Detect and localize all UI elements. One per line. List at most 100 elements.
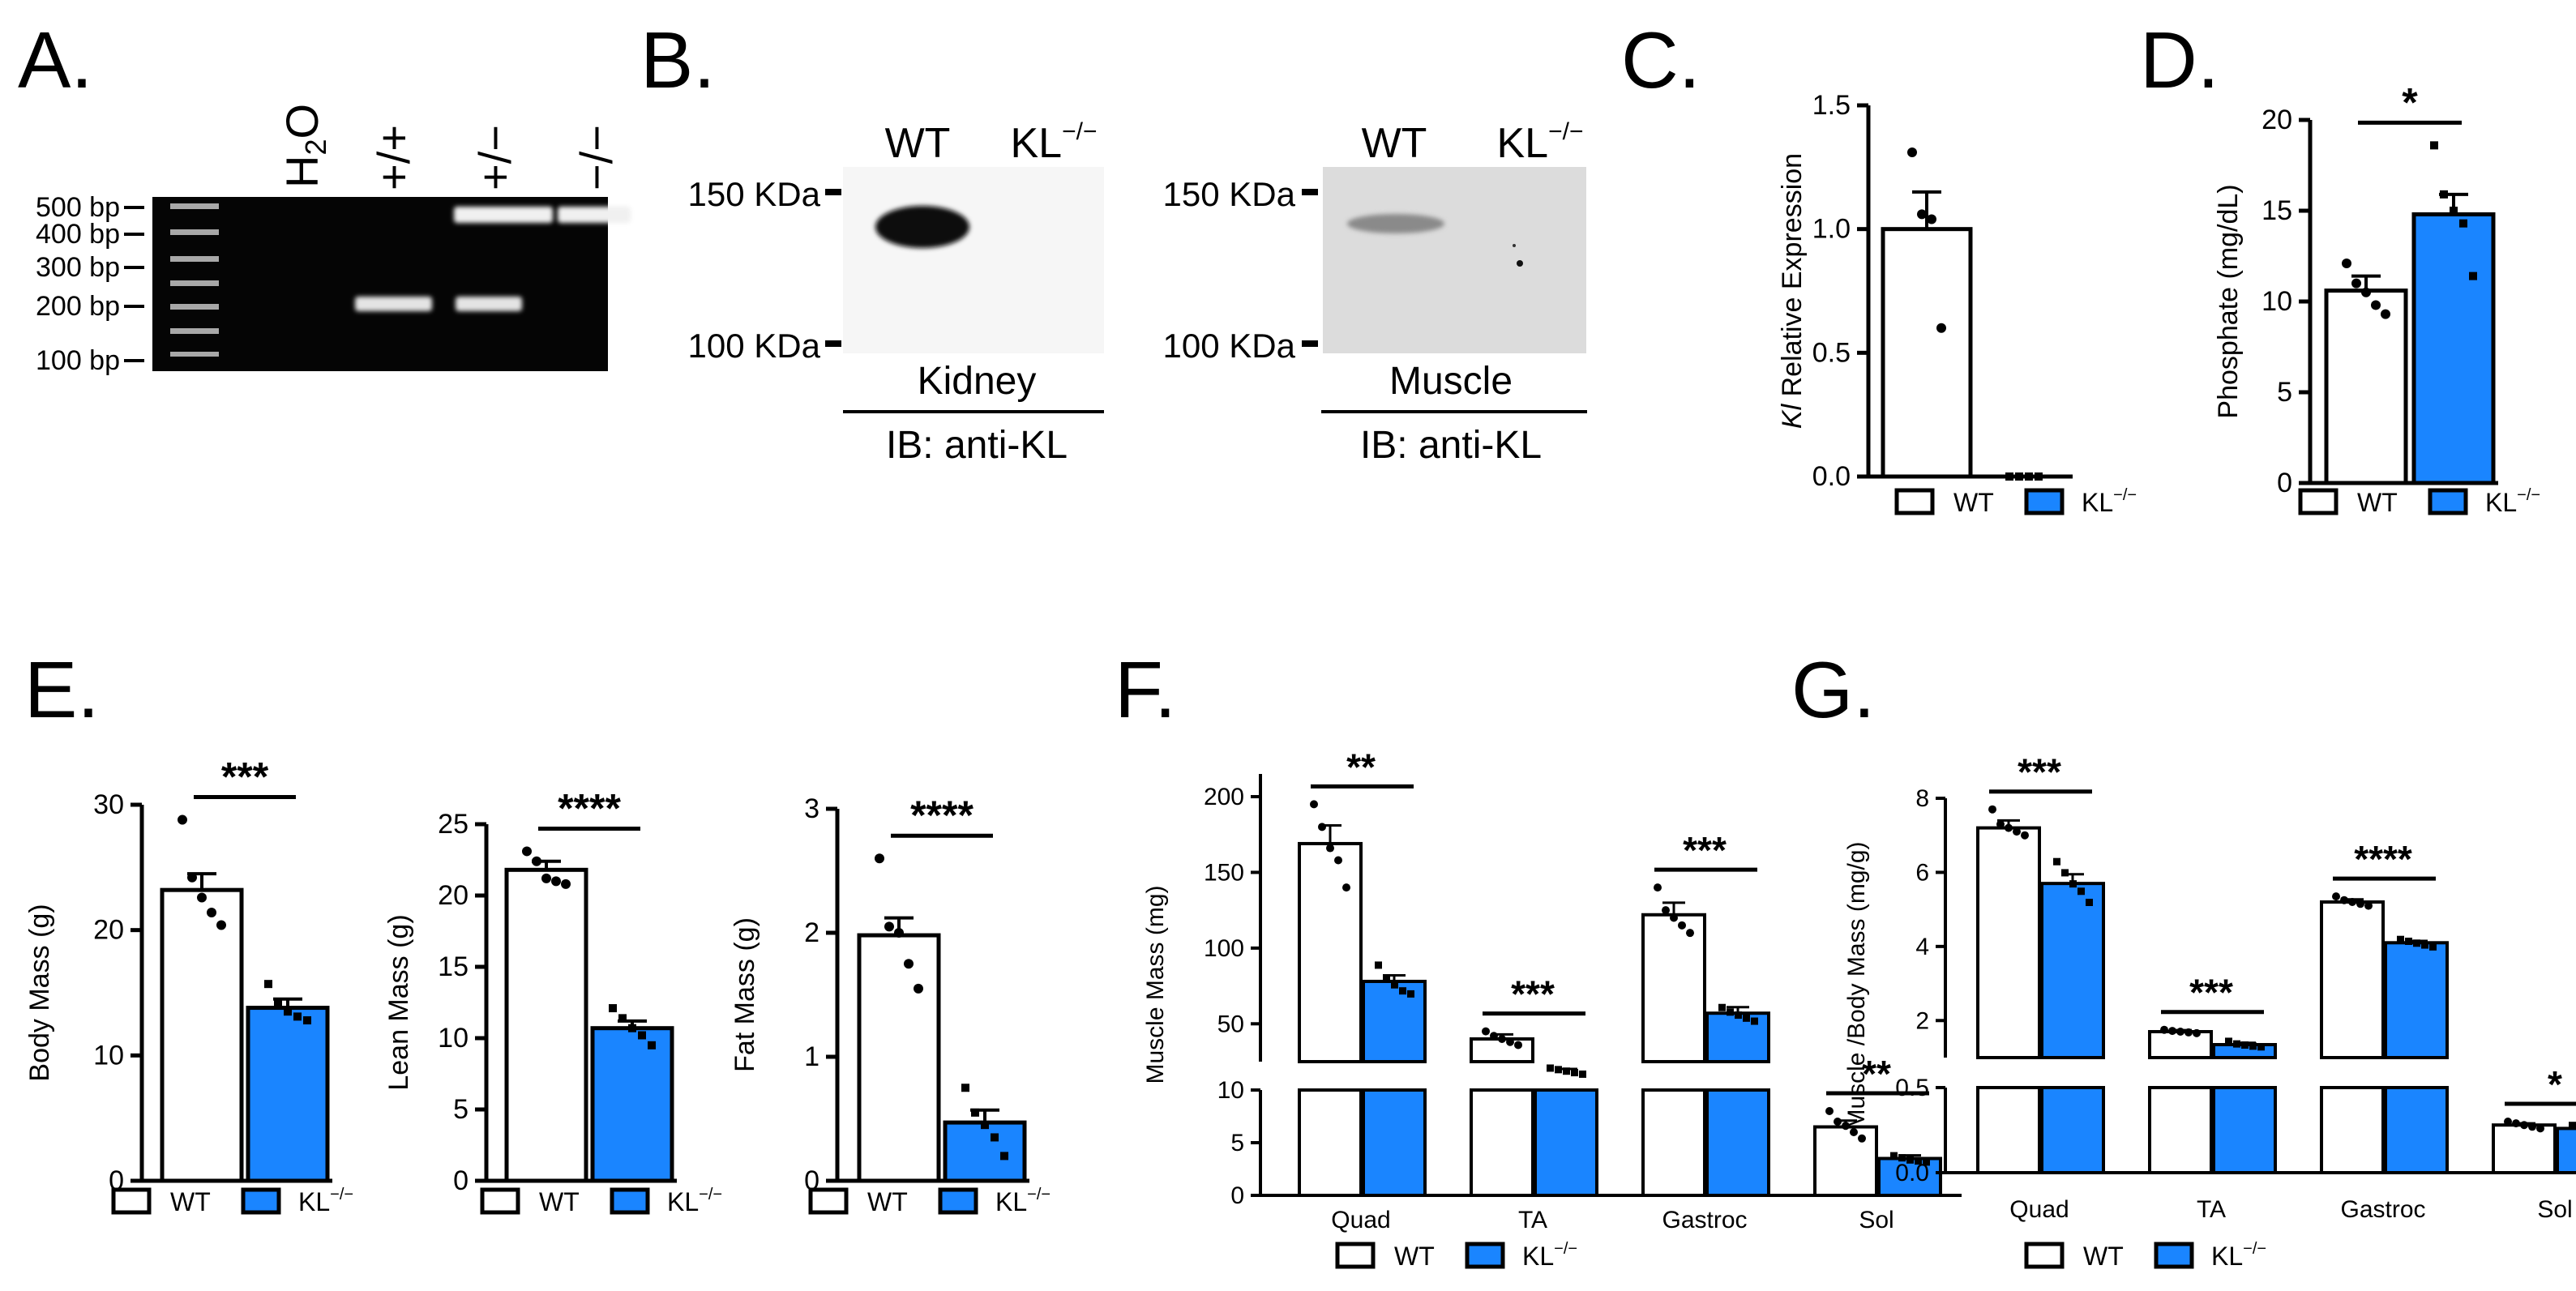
y-tick-label: 0 [2277, 468, 2292, 498]
significance-label: *** [1511, 973, 1555, 1015]
data-point-wt [2342, 258, 2351, 268]
y-tick-label: 15 [438, 951, 469, 982]
legend-swatch-ko [2154, 1242, 2194, 1269]
y-tick-label: 3 [804, 793, 819, 824]
data-point-wt [551, 876, 561, 887]
data-point-ko [1718, 1003, 1726, 1011]
legend-label-ko: KL−/− [667, 1186, 722, 1216]
data-point-ko [2429, 943, 2437, 951]
data-point-ko [971, 1108, 979, 1117]
data-point-wt [875, 853, 884, 864]
gel-band-500bp [558, 207, 631, 223]
marker-tick [1302, 189, 1318, 195]
ladder-label: 400 bp [36, 219, 120, 250]
ib-label: IB: anti-KL [1360, 424, 1542, 467]
data-point-wt [1927, 214, 1936, 224]
bar-ko-lower [1362, 1088, 1427, 1197]
data-point-ko [264, 980, 272, 989]
data-point-ko [1391, 981, 1398, 989]
y-axis-label-italic: Kl [1777, 403, 1808, 429]
lane-label-ko: −/− [571, 125, 622, 190]
legend-label-ko-sup: −/− [1554, 1240, 1577, 1258]
data-point-wt [2332, 892, 2340, 901]
marker-150: 150 KDa [1163, 175, 1296, 213]
significance-label: **** [910, 793, 973, 838]
chart-E2: 0 5 10 15 20 25 Lean Mass (g) **** WT KL−/− [383, 785, 722, 1216]
legend-label-ko-text: KL [995, 1187, 1027, 1216]
y-tick-label: 25 [438, 809, 469, 840]
legend: WT KL−/− [808, 1186, 1051, 1216]
bar-ko [246, 1006, 330, 1183]
data-point-wt [1310, 800, 1318, 809]
legend-swatch-wt [2024, 1242, 2065, 1269]
marker-tick [825, 189, 841, 195]
data-point-wt [904, 959, 914, 969]
chart-D: 0 5 10 15 20 Phosphate (mg/dL) * WT KL−/− [2213, 79, 2540, 517]
data-point-wt [1662, 906, 1670, 915]
data-point-ko [1407, 990, 1414, 998]
gel-image [152, 197, 608, 371]
data-point-wt [1850, 1128, 1858, 1136]
y-tick-label: 5 [2277, 377, 2292, 408]
data-point-wt [1482, 1027, 1490, 1036]
blot-band [875, 206, 969, 248]
data-point-wt [2371, 300, 2381, 310]
y-tick-label: 30 [93, 789, 124, 820]
data-point-wt [1996, 820, 2005, 828]
legend-label-ko: KL−/− [995, 1186, 1051, 1216]
data-point-ko [2421, 941, 2428, 949]
data-point-ko [2569, 1122, 2576, 1130]
bar-ko [2411, 212, 2496, 485]
ladder-band [170, 203, 219, 209]
legend-label-wt: WT [1394, 1242, 1435, 1271]
legend-label-ko-sup: −/− [1027, 1186, 1051, 1203]
data-point-ko [2397, 935, 2404, 943]
data-point-wt [2361, 287, 2371, 297]
data-point-wt [2520, 1121, 2528, 1130]
data-point-ko [609, 1004, 617, 1013]
legend: WT KL−/− [2298, 486, 2540, 517]
data-point-wt [1334, 856, 1342, 865]
marker-100: 100 KDa [688, 327, 821, 365]
blot-lane-ko: KL−/− [1011, 118, 1098, 167]
y-tick-label: 2 [804, 917, 819, 948]
data-point-ko [961, 1084, 969, 1092]
legend-swatch-wt [2298, 488, 2339, 515]
gel-lane-labels: H2O +/+ +/− −/− [276, 104, 622, 190]
gel-band-500bp [454, 207, 553, 223]
ladder-band [170, 229, 219, 235]
y-tick-label: 1.0 [1812, 214, 1851, 245]
y-tick-label: 0 [1230, 1182, 1244, 1209]
bar-wt-lower [1976, 1086, 2041, 1174]
x-tick-label: Gastroc [2340, 1196, 2425, 1223]
data-point-wt [1834, 1118, 1842, 1126]
data-point-ko [2086, 899, 2093, 906]
legend-label-ko: KL−/− [1522, 1240, 1577, 1271]
data-point-ko [1890, 1152, 1898, 1160]
data-point-ko [2405, 938, 2412, 945]
y-axis-label: Lean Mass (g) [383, 914, 414, 1090]
data-point-ko [284, 1007, 292, 1016]
legend-swatch-wt [808, 1187, 849, 1215]
y-axis-label: Kl Relative Expression [1777, 153, 1808, 429]
bar-wt-lower [2148, 1086, 2213, 1174]
data-point-ko [2061, 869, 2069, 877]
data-point-wt [541, 873, 551, 883]
data-point-ko [991, 1133, 999, 1142]
significance-label: **** [2354, 838, 2412, 880]
data-point-wt [2193, 1028, 2201, 1037]
legend-label-wt: WT [539, 1187, 580, 1216]
ladder-band [170, 256, 219, 262]
legend-label-ko-sup: −/− [330, 1186, 353, 1203]
bar-ko-lower [1705, 1088, 1770, 1197]
marker-100: 100 KDa [1163, 327, 1296, 365]
data-point-wt [2160, 1025, 2168, 1034]
y-tick-label: 5 [453, 1094, 469, 1125]
y-tick-label: 2 [1915, 1007, 1929, 1034]
tissue-label: Muscle [1389, 360, 1513, 403]
legend-label-wt: WT [2357, 488, 2398, 517]
legend-label-ko: KL−/− [2211, 1240, 2266, 1271]
y-tick-label: 10 [2261, 286, 2292, 317]
tissue-label: Kidney [918, 360, 1037, 403]
